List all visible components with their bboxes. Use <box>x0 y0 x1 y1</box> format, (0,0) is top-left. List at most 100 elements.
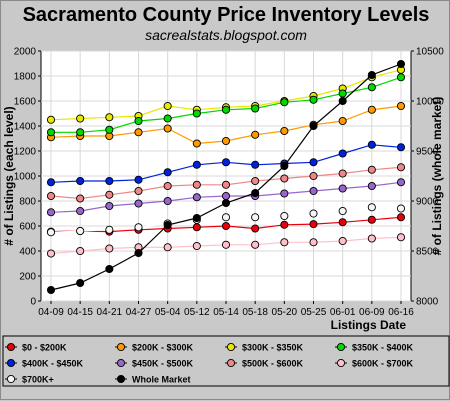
x-axis-label: Listings Date <box>331 318 407 332</box>
data-point <box>105 244 114 253</box>
data-point <box>309 95 318 104</box>
legend-label: $600K - $700K <box>352 359 414 369</box>
data-point <box>134 248 143 258</box>
data-point <box>221 221 231 231</box>
data-point <box>367 181 376 191</box>
legend: $0 - $200K $200K - $300K $300K - $350K $350… <box>5 343 414 385</box>
data-point <box>338 218 347 227</box>
data-point <box>367 215 376 224</box>
data-point <box>46 228 56 237</box>
data-point <box>251 224 260 233</box>
legend-marker <box>6 374 16 384</box>
data-point <box>221 191 231 201</box>
data-point <box>105 125 114 134</box>
legend-label: $350K - $400K <box>352 343 414 353</box>
data-point <box>76 128 85 137</box>
data-point <box>309 238 318 247</box>
data-point <box>280 174 289 183</box>
data-point <box>367 165 376 174</box>
data-point <box>309 121 318 131</box>
data-point <box>396 101 406 111</box>
chart-subtitle: sacrealstats.blogspot.com <box>145 27 307 43</box>
data-point <box>163 168 172 177</box>
series-6 <box>46 163 406 203</box>
left-tick-label: 1400 <box>14 122 37 133</box>
x-tick-label: 04-15 <box>67 307 93 318</box>
legend-marker <box>116 342 126 352</box>
data-point <box>338 184 347 193</box>
legend-label: $0 - $200K <box>22 343 67 353</box>
left-tick-label: 600 <box>19 222 36 233</box>
data-point <box>396 143 406 152</box>
x-tick-label: 06-01 <box>330 307 356 318</box>
data-point <box>105 225 114 234</box>
x-axis: 04-09 04-15 04-21 04-27 05-04 05-12 05-14 05-18… <box>38 301 414 318</box>
data-point <box>134 223 143 232</box>
legend-box <box>2 335 450 387</box>
legend-label: Whole Market <box>132 375 191 385</box>
data-point <box>76 176 85 186</box>
data-point <box>280 211 289 221</box>
data-point <box>221 213 231 222</box>
data-point <box>163 124 172 133</box>
data-point <box>192 241 201 251</box>
left-tick-label: 1600 <box>14 97 37 108</box>
data-point <box>76 206 85 216</box>
legend-marker <box>336 358 346 368</box>
x-tick-label: 05-14 <box>213 307 239 318</box>
legend-marker <box>226 342 236 352</box>
data-point <box>396 59 406 69</box>
series-7 <box>46 233 406 258</box>
left-tick-label: 800 <box>19 197 36 208</box>
data-point <box>396 233 406 242</box>
data-point <box>280 189 289 198</box>
data-point <box>221 136 231 146</box>
legend-marker <box>6 342 16 352</box>
data-point <box>396 204 406 213</box>
y-axis-label-left: # of Listings (each level) <box>2 106 16 245</box>
data-point <box>221 240 231 249</box>
data-point <box>46 285 56 295</box>
data-point <box>338 169 347 178</box>
legend-label: $200K - $300K <box>132 343 194 353</box>
right-axis: 8000 8500 9000 9500 10000 10500 <box>411 47 444 308</box>
data-point <box>221 198 231 208</box>
x-tick-label: 04-27 <box>126 307 152 318</box>
left-tick-label: 400 <box>19 247 36 258</box>
data-point <box>251 240 260 249</box>
data-point <box>367 70 376 80</box>
left-tick-label: 1200 <box>14 147 37 158</box>
data-point <box>396 73 406 82</box>
data-point <box>163 181 172 191</box>
data-point <box>251 188 260 198</box>
data-point <box>192 193 201 202</box>
data-point <box>76 114 85 123</box>
data-point <box>163 114 172 123</box>
data-point <box>46 208 56 217</box>
legend-label: $450K - $500K <box>132 359 194 369</box>
data-point <box>192 223 201 232</box>
x-tick-label: 05-12 <box>184 307 210 318</box>
data-point <box>46 128 56 137</box>
right-tick-label: 9000 <box>416 197 439 208</box>
x-tick-label: 05-04 <box>155 307 181 318</box>
legend-marker <box>226 358 236 368</box>
data-point <box>251 104 260 113</box>
data-point <box>76 194 85 203</box>
data-point <box>46 249 56 258</box>
data-point <box>134 175 143 184</box>
right-tick-label: 9500 <box>416 147 439 158</box>
data-point <box>338 236 347 246</box>
chart-title: Sacramento County Price Inventory Levels <box>23 4 430 26</box>
data-point <box>105 264 114 274</box>
series-layer <box>46 59 406 295</box>
right-tick-label: 8500 <box>416 247 439 258</box>
x-tick-label: 06-09 <box>359 307 385 318</box>
data-point <box>76 226 85 236</box>
data-point <box>163 196 172 206</box>
legend-label: $700K+ <box>22 375 54 385</box>
right-tick-label: 8000 <box>416 297 439 308</box>
data-point <box>221 180 231 189</box>
